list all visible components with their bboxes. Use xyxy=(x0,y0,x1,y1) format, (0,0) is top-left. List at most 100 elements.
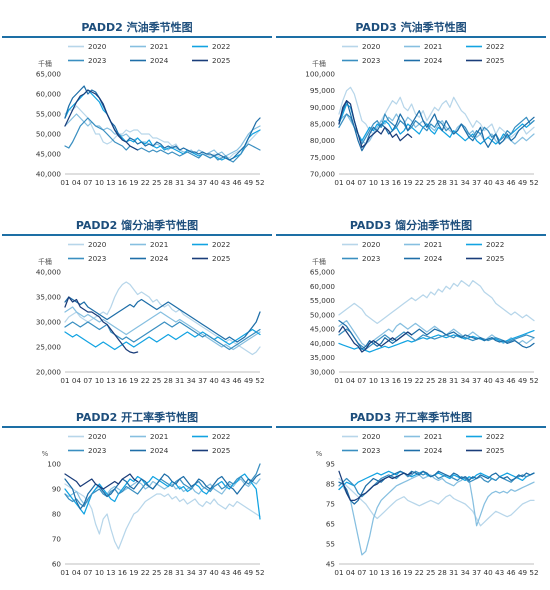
legend-label: 2024 xyxy=(150,56,169,65)
x-tick-label: 22 xyxy=(141,376,150,385)
x-tick-label: 43 xyxy=(495,376,504,385)
series-line-2025 xyxy=(64,473,139,490)
x-tick-label: 52 xyxy=(529,178,538,187)
legend-label: 2021 xyxy=(150,240,168,249)
x-tick-label: 25 xyxy=(152,568,161,577)
x-tick-label: 34 xyxy=(187,376,197,385)
x-tick-label: 22 xyxy=(415,568,424,577)
x-tick-label: 34 xyxy=(461,178,471,187)
x-tick-label: 46 xyxy=(506,178,516,187)
series-line-2022 xyxy=(338,103,535,145)
x-tick-label: 04 xyxy=(72,568,82,577)
x-tick-label: 37 xyxy=(198,568,207,577)
x-tick-label: 31 xyxy=(175,376,184,385)
y-tick-label: 75,000 xyxy=(310,153,336,162)
x-tick-label: 46 xyxy=(232,178,242,187)
x-tick-label: 52 xyxy=(529,568,538,577)
legend-label: 2020 xyxy=(88,432,107,441)
y-tick-label: 55 xyxy=(326,540,335,549)
series-line-2021 xyxy=(64,478,261,505)
x-tick-label: 28 xyxy=(164,568,174,577)
x-tick-label: 40 xyxy=(484,178,494,187)
x-tick-label: 40 xyxy=(210,376,220,385)
chart-title: PADD2 汽油季节性图 xyxy=(81,20,192,34)
chart-6: PADD3 开工率季节性图% 2020 2021 2022 2023 2024 2025 45… xyxy=(276,410,546,577)
x-tick-label: 49 xyxy=(244,568,254,577)
y-tick-label: 70 xyxy=(52,535,62,544)
legend-label: 2021 xyxy=(150,42,168,51)
x-tick-label: 40 xyxy=(210,178,220,187)
y-tick-label: 70,000 xyxy=(310,170,336,179)
x-tick-label: 31 xyxy=(175,568,184,577)
x-tick-label: 49 xyxy=(518,568,528,577)
series-line-2024 xyxy=(64,85,261,161)
x-tick-label: 34 xyxy=(187,568,197,577)
x-tick-label: 34 xyxy=(187,178,197,187)
y-tick-label: 40,000 xyxy=(310,339,336,348)
y-tick-label: 90,000 xyxy=(310,103,336,112)
x-tick-label: 28 xyxy=(438,178,448,187)
legend-label: 2021 xyxy=(424,432,442,441)
x-tick-label: 10 xyxy=(369,376,379,385)
x-tick-label: 13 xyxy=(106,178,115,187)
x-tick-label: 13 xyxy=(106,376,115,385)
x-tick-label: 37 xyxy=(472,568,481,577)
x-tick-label: 43 xyxy=(221,178,230,187)
y-tick-label: 85,000 xyxy=(310,120,336,129)
x-tick-label: 31 xyxy=(449,178,458,187)
y-tick-label: 45,000 xyxy=(310,325,336,334)
x-tick-label: 37 xyxy=(198,376,207,385)
x-tick-label: 13 xyxy=(380,178,389,187)
x-tick-label: 40 xyxy=(484,376,494,385)
x-tick-label: 52 xyxy=(255,178,264,187)
x-tick-label: 10 xyxy=(369,568,379,577)
legend-label: 2024 xyxy=(424,254,443,263)
series-line-2022 xyxy=(64,473,261,520)
legend-label: 2024 xyxy=(424,56,443,65)
series-line-2020 xyxy=(338,86,535,138)
y-tick-label: 65,000 xyxy=(36,70,62,79)
x-tick-label: 04 xyxy=(72,376,82,385)
x-tick-label: 49 xyxy=(518,178,528,187)
chart-title: PADD3 开工率季节性图 xyxy=(350,410,472,424)
legend-label: 2022 xyxy=(212,42,230,51)
x-tick-label: 16 xyxy=(392,178,402,187)
y-tick-label: 60,000 xyxy=(310,282,336,291)
legend-label: 2023 xyxy=(362,56,380,65)
x-tick-label: 01 xyxy=(60,376,69,385)
legend-label: 2020 xyxy=(88,42,107,51)
x-tick-label: 07 xyxy=(357,568,366,577)
legend-label: 2022 xyxy=(486,432,504,441)
y-tick-label: 45,000 xyxy=(36,150,62,159)
x-tick-label: 01 xyxy=(334,178,343,187)
y-tick-label: 40,000 xyxy=(36,268,62,277)
x-tick-label: 07 xyxy=(357,376,366,385)
series-line-2023 xyxy=(338,113,535,145)
legend-label: 2023 xyxy=(362,446,380,455)
x-tick-label: 28 xyxy=(438,376,448,385)
x-tick-label: 19 xyxy=(403,376,413,385)
legend-label: 2023 xyxy=(362,254,380,263)
x-tick-label: 10 xyxy=(95,376,105,385)
y-tick-label: 50,000 xyxy=(36,130,62,139)
x-tick-label: 28 xyxy=(164,376,174,385)
chart-title: PADD3 馏分油季节性图 xyxy=(350,218,472,232)
series-line-2024 xyxy=(338,100,535,152)
y-unit-label: % xyxy=(42,450,49,458)
y-tick-label: 80,000 xyxy=(310,136,336,145)
x-tick-label: 22 xyxy=(141,568,150,577)
y-tick-label: 100 xyxy=(47,460,61,469)
y-tick-label: 65 xyxy=(326,520,335,529)
series-line-2024 xyxy=(338,470,535,505)
x-tick-label: 37 xyxy=(198,178,207,187)
y-tick-label: 25,000 xyxy=(36,343,62,352)
x-tick-label: 01 xyxy=(60,568,69,577)
x-tick-label: 31 xyxy=(449,568,458,577)
series-line-2025 xyxy=(64,296,139,354)
series-line-2023 xyxy=(64,117,261,163)
x-tick-label: 31 xyxy=(175,178,184,187)
